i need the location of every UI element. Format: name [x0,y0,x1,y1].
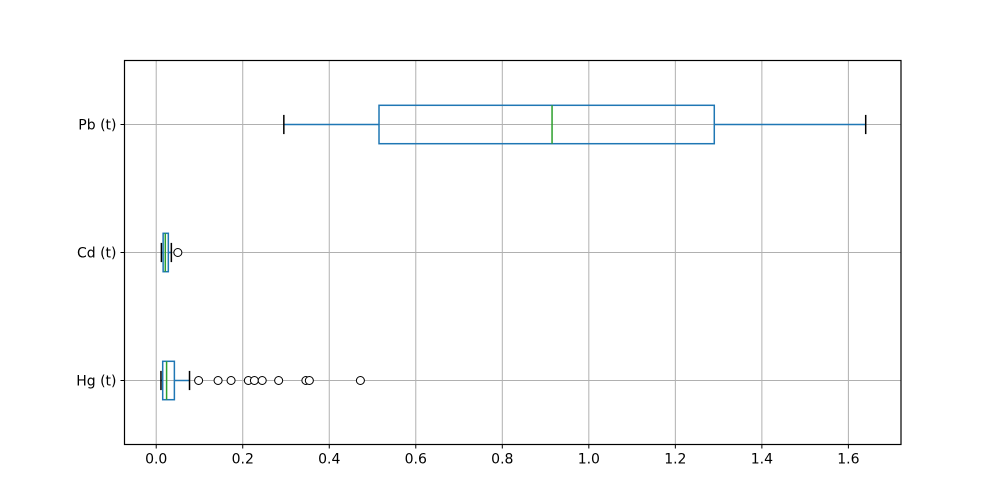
outlier-point [249,376,259,385]
x-tick-label: 1.6 [837,452,859,468]
outlier-point [304,376,314,385]
x-tick-label: 0.2 [232,452,254,468]
y-tick-label: Cd (t) [77,246,117,262]
boxplot-group-hg [160,360,365,401]
x-tick-label: 1.4 [751,452,773,468]
outlier-point [274,376,284,385]
boxplot-group-cd [160,232,183,273]
x-tick-label: 0.6 [405,452,427,468]
box-rect [378,104,716,145]
x-tick-label: 1.2 [664,452,686,468]
boxplot-group-pb [283,104,867,145]
y-tick-label: Hg (t) [76,374,116,390]
y-tick-label: Pb (t) [78,118,116,134]
outlier-point [194,376,204,385]
outlier-point [213,376,223,385]
x-tick-label: 1.0 [578,452,600,468]
x-tick-label: 0.0 [145,452,167,468]
outlier-point [257,376,267,385]
outlier-point [226,376,236,385]
x-tick-label: 0.8 [491,452,513,468]
outlier-point [355,376,365,385]
box-rect [161,360,176,401]
x-tick-label: 0.4 [318,452,340,468]
outlier-point [173,248,183,257]
